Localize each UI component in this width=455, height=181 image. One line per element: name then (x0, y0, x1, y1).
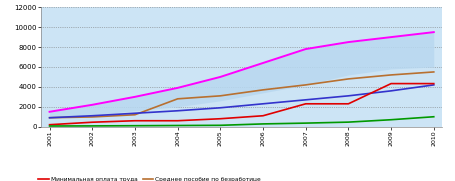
Legend: Минимальная оплата труда, Средняя оплата труда, Средняя пенсия трудовая, Среднее: Минимальная оплата труда, Средняя оплата… (36, 175, 263, 181)
